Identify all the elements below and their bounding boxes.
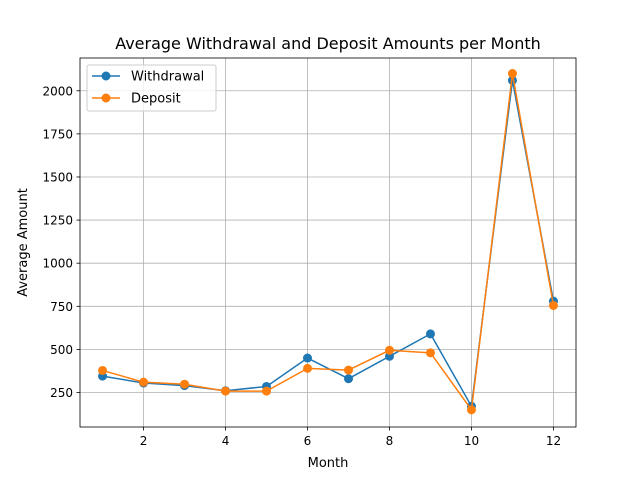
data-point-deposit <box>303 363 312 373</box>
data-point-deposit <box>384 345 394 355</box>
data-point-deposit <box>466 405 476 415</box>
data-point-deposit <box>98 365 108 375</box>
x-tick-label: 2 <box>140 434 148 448</box>
data-point-deposit <box>221 386 231 396</box>
tick-layer: 2 4 6 8 10 12 250 500 750 1000 1250 1500 1750 2000 <box>42 84 561 448</box>
legend-label-withdrawal: Withdrawal <box>131 70 204 85</box>
plot-area-frame <box>79 57 577 428</box>
x-tick-label: 12 <box>546 434 561 448</box>
legend: Withdrawal Deposit <box>86 64 217 112</box>
y-tick-label: 1750 <box>42 127 73 141</box>
x-tick-label: 10 <box>464 434 479 448</box>
data-point-deposit <box>548 300 558 310</box>
x-tick-label: 4 <box>222 434 230 448</box>
data-point-deposit <box>425 348 435 358</box>
x-tick-label: 6 <box>304 434 312 448</box>
legend-marker-deposit <box>101 93 111 103</box>
data-point-withdrawal <box>425 329 435 339</box>
data-point-deposit <box>262 386 272 396</box>
grid-layer <box>80 58 576 427</box>
y-tick-label: 1250 <box>42 214 73 228</box>
y-tick-label: 250 <box>50 386 73 400</box>
y-tick-label: 1000 <box>42 257 73 271</box>
y-tick-label: 2000 <box>42 84 73 98</box>
data-point-withdrawal <box>303 353 312 363</box>
data-point-deposit <box>507 69 517 79</box>
series-line-deposit <box>102 72 555 411</box>
y-tick-label: 750 <box>50 300 73 314</box>
y-axis-label: Average Amount <box>16 188 31 297</box>
chart-title: Average Withdrawal and Deposit Amounts p… <box>115 34 541 53</box>
series-layer <box>98 69 558 415</box>
data-point-deposit <box>344 365 353 375</box>
plot-area-background <box>80 58 576 427</box>
y-tick-label: 500 <box>50 343 73 357</box>
legend-marker-withdrawal <box>101 71 111 81</box>
x-axis-label: Month <box>308 456 349 471</box>
data-point-deposit <box>180 379 190 389</box>
data-point-deposit <box>139 377 149 387</box>
x-tick-label: 8 <box>386 434 394 448</box>
legend-label-deposit: Deposit <box>131 92 181 107</box>
y-tick-label: 1500 <box>42 170 73 184</box>
series-deposit <box>98 69 558 415</box>
data-point-withdrawal <box>344 374 353 384</box>
